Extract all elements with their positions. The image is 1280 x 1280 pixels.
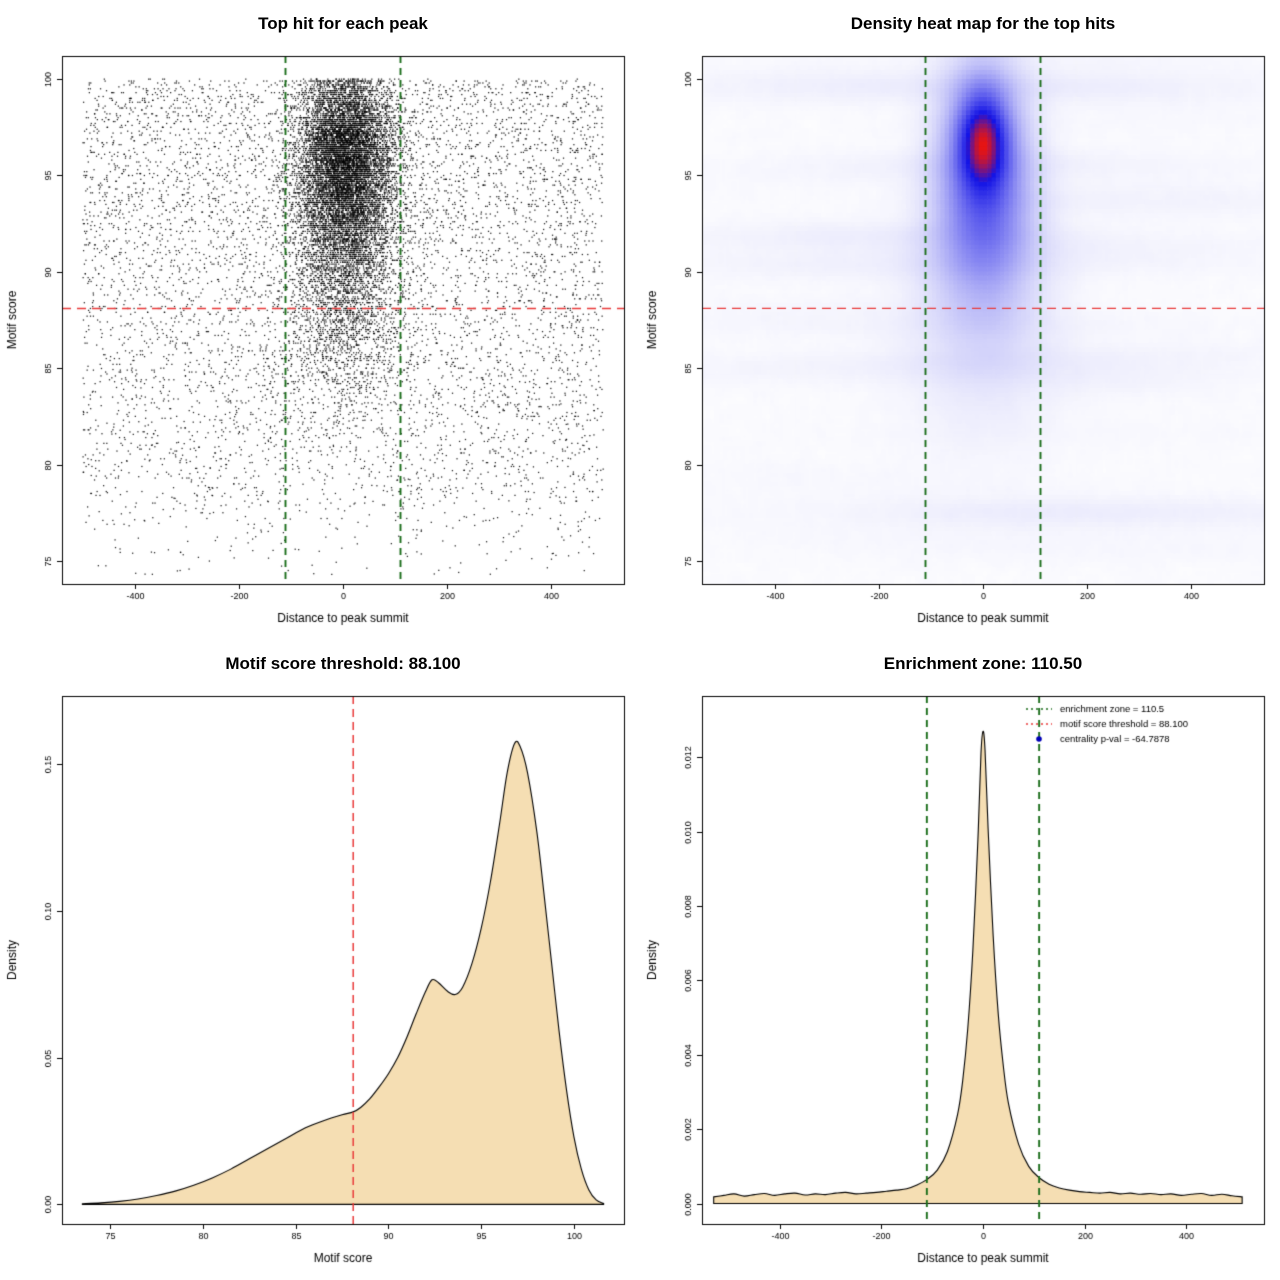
scatter-plot-canvas [0, 46, 640, 640]
heatmap-title: Density heat map for the top hits [850, 14, 1116, 33]
position-density-panel: Enrichment zone: 110.50 [640, 640, 1280, 1280]
scatter-panel: Top hit for each peak [0, 0, 640, 640]
position-density-title: Enrichment zone: 110.50 [883, 654, 1083, 673]
position-density-canvas [640, 686, 1280, 1280]
score-density-panel: Motif score threshold: 88.100 [0, 640, 640, 1280]
heatmap-panel: Density heat map for the top hits [640, 0, 1280, 640]
heatmap-plot-canvas [640, 46, 1280, 640]
score-density-canvas [0, 686, 640, 1280]
score-density-title: Motif score threshold: 88.100 [225, 654, 461, 673]
scatter-title: Top hit for each peak [258, 14, 428, 33]
